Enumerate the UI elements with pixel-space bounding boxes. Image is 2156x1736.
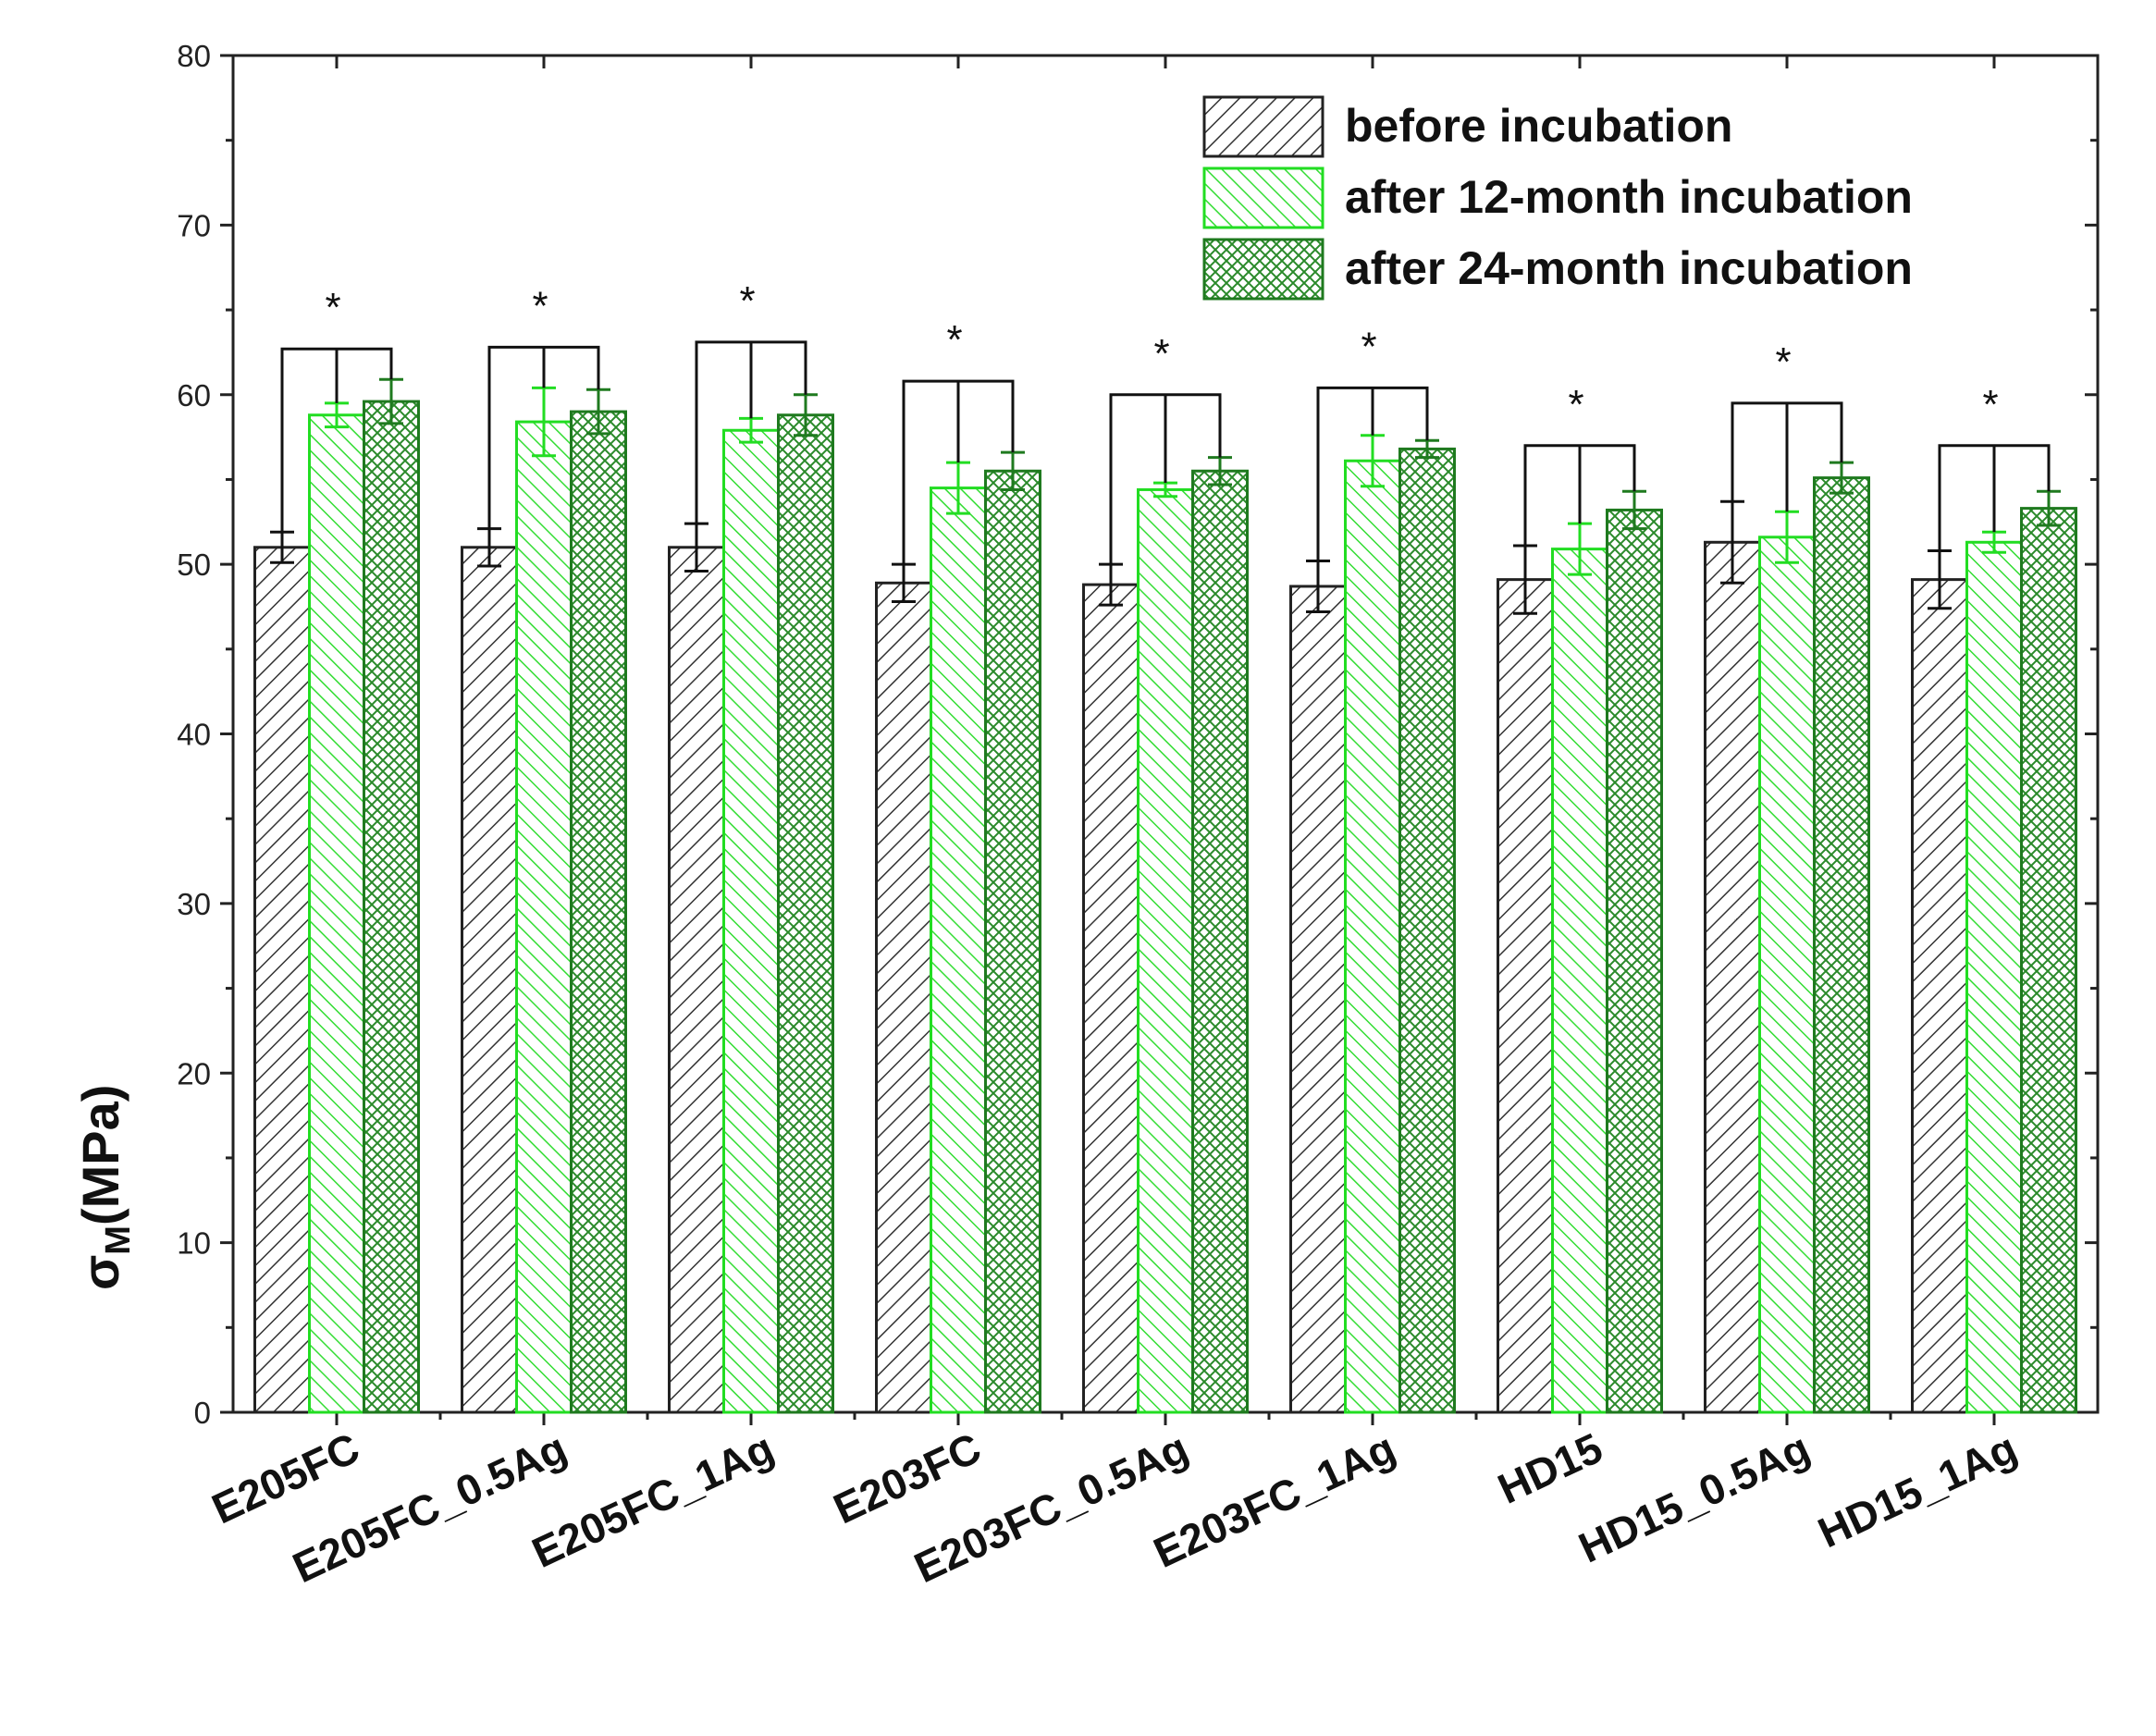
significance-bracket [1109,393,1222,565]
y-tick-label: 50 [177,548,211,582]
x-tick-label: E203FC [826,1423,988,1533]
significance-star: * [1775,339,1791,385]
bar [930,486,987,1414]
legend-swatch [1202,166,1324,229]
x-tick-label: HD15_1Ag [1811,1423,2025,1557]
bar [515,420,573,1414]
bar [1497,578,1554,1414]
significance-star: * [739,278,755,324]
bar [1965,540,2023,1414]
legend-swatch [1202,238,1324,301]
significance-star: * [532,283,548,328]
legend-label: after 12-month incubation [1345,171,1913,223]
significance-bracket [1316,386,1429,561]
legend-label: after 24-month incubation [1345,242,1913,294]
y-tick-label: 0 [194,1396,211,1430]
bar [363,400,420,1414]
bar [1758,536,1816,1414]
bar [777,413,834,1414]
bars-group [253,377,2077,1414]
bar [2020,507,2077,1414]
bar [1398,447,1456,1414]
y-axis-unit: (MPa) [71,1085,129,1225]
x-tick-label: HD15_0.5Ag [1571,1423,1817,1572]
x-tick-label: HD15 [1491,1423,1610,1513]
significance-star: * [946,317,962,363]
bar [1289,585,1347,1414]
legend-label: before incubation [1345,100,1732,152]
x-tick-label: E205FC [204,1423,366,1533]
bar [1082,583,1140,1414]
bar [570,410,627,1414]
legend: before incubation after 12-month incubati… [1202,95,1913,301]
significance-brackets: * * * * * * * * * [280,278,2051,565]
bar [875,581,932,1414]
significance-bracket [902,379,1015,565]
y-axis-title: σM(MPa) [71,1085,138,1290]
bar [722,428,780,1414]
significance-bracket [1523,444,1636,546]
y-tick-label: 30 [177,887,211,921]
bar [1704,540,1761,1414]
significance-bracket [280,347,393,533]
significance-bracket [695,340,807,524]
significance-star: * [325,285,340,330]
y-tick-label: 10 [177,1226,211,1261]
y-tick-label: 40 [177,718,211,752]
y-axis-symbol: σ [71,1255,129,1290]
bar [461,546,518,1414]
bar [1551,548,1608,1414]
bar [668,546,725,1414]
y-tick-label: 70 [177,208,211,242]
significance-star: * [1153,331,1169,376]
bar [253,546,311,1414]
bar [1606,508,1663,1414]
significance-bracket [487,345,600,529]
y-tick-label: 80 [177,39,211,73]
bar [308,413,365,1414]
y-axis: 0 10 20 30 40 50 60 70 80 [177,39,2098,1430]
bar [1911,578,1968,1414]
significance-bracket [1938,444,2051,551]
y-tick-label: 60 [177,378,211,412]
bar [1191,469,1249,1414]
bar [1813,476,1870,1414]
significance-star: * [1361,324,1376,369]
bar [1137,487,1194,1414]
y-tick-label: 20 [177,1056,211,1090]
bar [1344,459,1401,1414]
y-axis-subscript: M [99,1225,138,1255]
significance-bracket [1731,401,1843,512]
significance-star: * [1982,382,1998,427]
significance-star: * [1568,382,1583,427]
legend-swatch [1202,95,1324,158]
bar [984,469,1041,1414]
